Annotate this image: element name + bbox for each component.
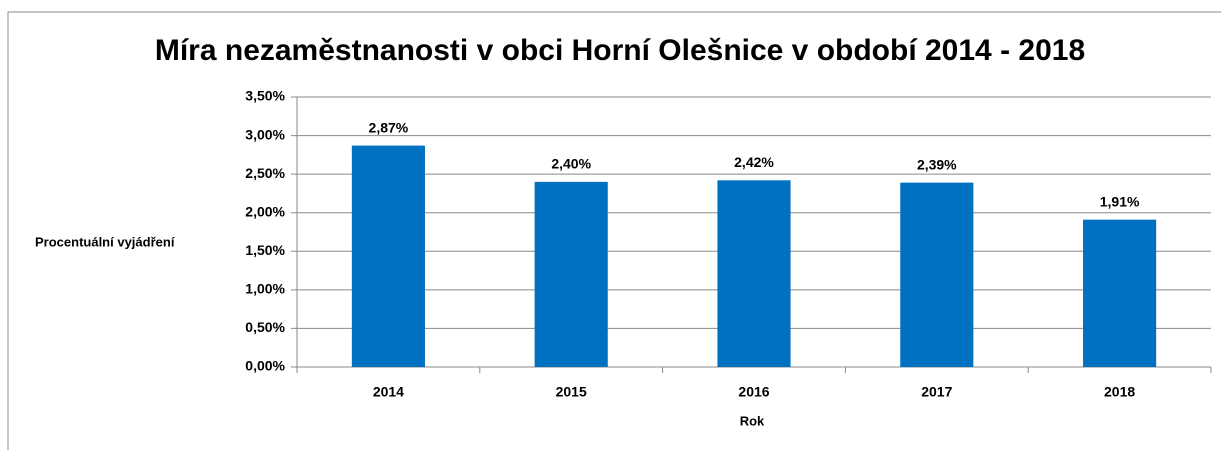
y-tick-label: 2,50% xyxy=(245,165,285,181)
bar xyxy=(900,182,974,367)
bar xyxy=(351,145,425,367)
chart-title: Míra nezaměstnanosti v obci Horní Olešni… xyxy=(155,34,1085,67)
x-tick-label: 2017 xyxy=(921,384,952,400)
y-tick-label: 1,00% xyxy=(245,281,285,297)
data-label: 2,39% xyxy=(917,156,957,172)
y-tick-label: 2,00% xyxy=(245,203,285,219)
y-tick-label: 3,00% xyxy=(245,126,285,142)
bar xyxy=(534,181,608,367)
data-label: 2,87% xyxy=(369,119,409,135)
data-label: 2,42% xyxy=(734,154,774,170)
y-tick-label: 3,50% xyxy=(245,88,285,104)
x-tick-label: 2015 xyxy=(556,384,587,400)
bar xyxy=(1083,219,1157,367)
data-label: 1,91% xyxy=(1100,193,1140,209)
x-tick-label: 2018 xyxy=(1104,384,1135,400)
data-label: 2,40% xyxy=(551,156,591,172)
y-tick-label: 0,50% xyxy=(245,319,285,335)
x-axis-title: Rok xyxy=(740,413,765,428)
x-tick-label: 2016 xyxy=(738,384,769,400)
y-tick-label: 1,50% xyxy=(245,242,285,258)
bar xyxy=(717,180,791,367)
chart-frame xyxy=(7,11,1221,450)
y-axis-title: Procentuální vyjádření xyxy=(35,234,175,249)
x-tick-label: 2014 xyxy=(373,384,404,400)
y-tick-label: 0,00% xyxy=(245,358,285,374)
